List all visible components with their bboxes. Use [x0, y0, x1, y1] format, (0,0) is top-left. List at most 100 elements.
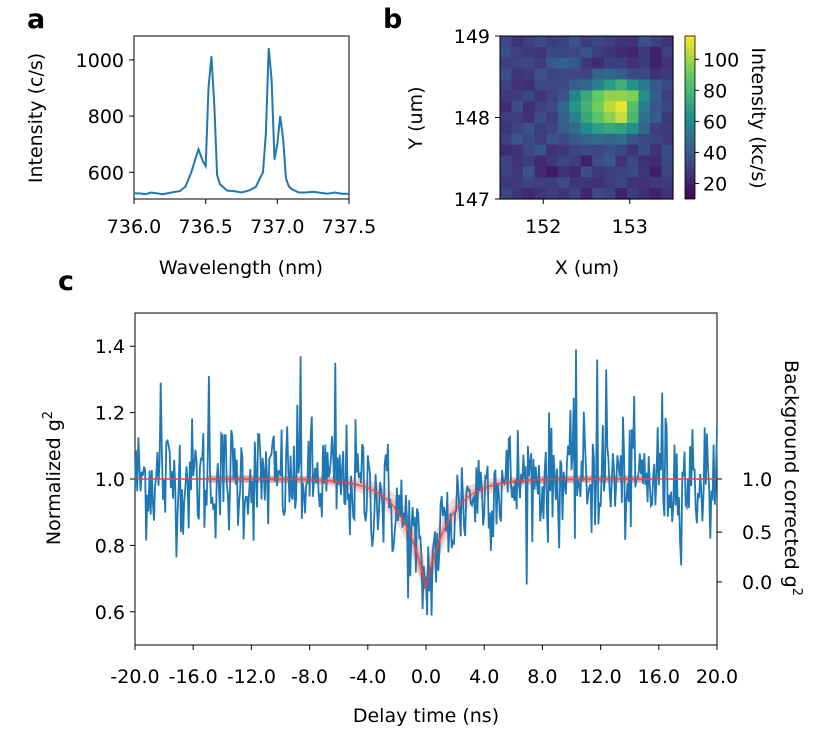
colorbar-tick-label: 60 [703, 111, 727, 133]
heatmap-cell [603, 79, 616, 91]
c-xtick-label: 20.0 [696, 666, 738, 688]
heatmap-cell [603, 133, 616, 146]
heatmap-cell [580, 166, 593, 178]
heatmap-cell [626, 144, 639, 157]
heatmap-cell [649, 46, 663, 59]
heatmap-cell [500, 101, 513, 113]
heatmap-cell [661, 36, 674, 48]
heatmap-cell [592, 57, 605, 70]
panel-b-ylabel: Y (um) [405, 86, 427, 150]
heatmap-cell [523, 112, 536, 124]
heatmap-cell [615, 122, 628, 135]
heatmap-cell [569, 36, 582, 48]
heatmap-cell [557, 166, 570, 178]
panel-a-spectrum: 736.0 736.5 737.0 737.5 600 800 1000 Wavelengt… [25, 35, 376, 279]
panel-b-pl-map: 152 153 147 148 149 20 40 60 80 100 Intensity (k… [405, 26, 769, 279]
heatmap-cell [580, 177, 593, 189]
heatmap-cell [511, 144, 524, 157]
heatmap-cell [500, 68, 513, 81]
heatmap-cell [603, 90, 616, 102]
heatmap-cell [638, 166, 651, 178]
heatmap-cell [626, 57, 639, 70]
heatmap-cell [500, 57, 513, 70]
heatmap-cell [534, 177, 547, 189]
heatmap-cell [661, 101, 674, 113]
heatmap-cell [523, 122, 536, 135]
heatmap-cell [546, 46, 559, 59]
c-xtick-label: 8.0 [527, 666, 557, 688]
heatmap-cell [649, 90, 663, 102]
c-ytick-label: 1.2 [95, 403, 125, 425]
heatmap-cell [638, 36, 651, 48]
c-xtick-label: 4.0 [469, 666, 499, 688]
heatmap-cell [649, 144, 663, 157]
spectrum-line [134, 48, 349, 196]
heatmap-cell [546, 177, 559, 189]
heatmap-cell [557, 112, 570, 124]
heatmap-cell [500, 36, 513, 48]
a-ytick-label: 800 [88, 106, 124, 128]
heatmap-cell [649, 155, 663, 167]
panel-a-ylabel: Intensity (c/s) [25, 53, 47, 183]
heatmap-cell [580, 188, 593, 200]
heatmap-cell [638, 155, 651, 167]
heatmap-cell [557, 177, 570, 189]
heatmap-cell [557, 188, 570, 200]
heatmap-cell [511, 155, 524, 167]
heatmap-cell [500, 79, 513, 91]
heatmap-cell [557, 155, 570, 167]
c-ytick-label: 0.8 [95, 535, 125, 557]
heatmap-cell [615, 133, 628, 146]
c-xtick-label: -4.0 [349, 666, 386, 688]
panel-letter-a: a [27, 4, 45, 35]
heatmap-cell [592, 36, 605, 48]
a-xtick-label: 737.5 [322, 216, 376, 238]
heatmap-cell [523, 155, 536, 167]
heatmap-cell [661, 133, 674, 146]
heatmap-cell [511, 133, 524, 146]
heatmap-cell [649, 177, 663, 189]
heatmap-cell [511, 112, 524, 124]
heatmap-cell [534, 166, 547, 178]
heatmap-cell [649, 166, 663, 178]
heatmap-cell [534, 188, 547, 200]
heatmap-cell [615, 46, 628, 59]
b-xtick-label: 153 [612, 216, 648, 238]
c-xtick-label: -8.0 [291, 666, 328, 688]
heatmap-cell [569, 90, 582, 102]
heatmap-cell [546, 155, 559, 167]
heatmap-cell [500, 144, 513, 157]
heatmap-cell [546, 79, 559, 91]
colorbar-tick-label: 20 [703, 173, 727, 195]
heatmap-cell [569, 188, 582, 200]
heatmap-cell [649, 68, 663, 81]
heatmap-cell [523, 36, 536, 48]
heatmap-cell [523, 90, 536, 102]
heatmap-cell [603, 112, 616, 124]
heatmap-cell [580, 133, 593, 146]
heatmap-cell [615, 79, 628, 91]
heatmap-cell [511, 177, 524, 189]
b-ytick-label: 147 [454, 189, 490, 211]
heatmap-cell [580, 46, 593, 59]
heatmap-cell [534, 122, 547, 135]
heatmap-cell [534, 79, 547, 91]
heatmap-cell [534, 155, 547, 167]
heatmap-cell [523, 188, 536, 200]
colorbar-tick-label: 40 [703, 142, 727, 164]
heatmap-cell [580, 57, 593, 70]
g2-fit-line [135, 478, 717, 589]
heatmap-cell [592, 46, 605, 59]
heatmap-cell [615, 57, 628, 70]
colorbar-tick-label: 80 [703, 80, 727, 102]
heatmap-cell [546, 57, 559, 70]
heatmap-cell [557, 79, 570, 91]
heatmap-cell [569, 112, 582, 124]
heatmap-cell [638, 101, 651, 113]
b-xtick-label: 152 [525, 216, 561, 238]
panel-a-xlabel: Wavelength (nm) [159, 257, 323, 279]
c-xtick-label: 12.0 [579, 666, 621, 688]
heatmap-cell [534, 133, 547, 146]
heatmap-cell [580, 79, 593, 91]
heatmap-cell [649, 79, 663, 91]
